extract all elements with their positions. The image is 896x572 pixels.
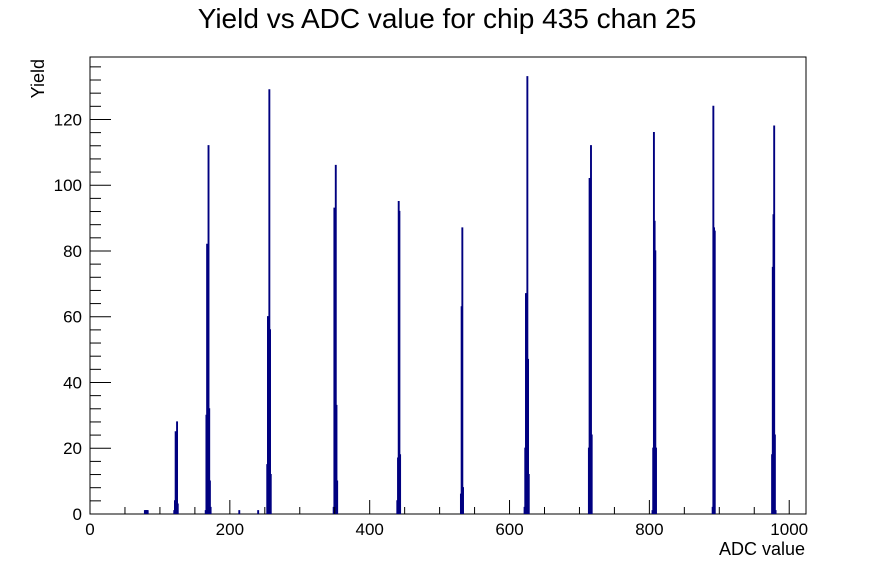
histogram-bin xyxy=(209,506,212,514)
histogram-bin xyxy=(399,454,402,514)
histogram-bin xyxy=(176,503,179,514)
histogram-bin xyxy=(462,487,464,514)
histogram-bin xyxy=(268,89,271,514)
x-tick-label: 400 xyxy=(356,520,384,539)
histogram-bin xyxy=(398,210,401,514)
histogram-bin xyxy=(655,447,657,514)
histogram-bin xyxy=(269,329,271,514)
y-tick-label: 20 xyxy=(63,439,82,458)
histogram-bin xyxy=(336,480,339,514)
x-tick-label: 800 xyxy=(635,520,663,539)
histogram-bin xyxy=(334,164,337,514)
histogram-bin xyxy=(208,480,211,514)
x-tick-label: 600 xyxy=(495,520,523,539)
y-tick-label: 80 xyxy=(63,242,82,261)
histogram-bin xyxy=(773,125,776,514)
x-tick-label: 0 xyxy=(85,520,94,539)
x-tick-label: 200 xyxy=(216,520,244,539)
chart-title: Yield vs ADC value for chip 435 chan 25 xyxy=(198,3,697,34)
y-axis-label: Yield xyxy=(28,59,48,98)
histogram-bin xyxy=(654,250,657,514)
y-tick-label: 100 xyxy=(54,176,82,195)
y-tick-label: 0 xyxy=(73,505,82,524)
histogram-bin xyxy=(527,473,530,514)
histogram-bin xyxy=(713,230,716,514)
histogram-bin xyxy=(207,145,210,514)
histogram-bin xyxy=(176,421,179,514)
histogram-bin xyxy=(269,473,272,514)
y-tick-label: 60 xyxy=(63,308,82,327)
histogram-bin xyxy=(335,404,338,514)
histogram-bin xyxy=(526,76,529,514)
x-tick-label: 1000 xyxy=(770,520,808,539)
y-tick-label: 40 xyxy=(63,373,82,392)
histogram-bin xyxy=(773,434,776,514)
histogram-series xyxy=(143,76,777,514)
histogram-bin xyxy=(774,510,777,514)
histogram-bin xyxy=(238,510,241,514)
histogram-bin xyxy=(208,408,211,514)
histogram-bin xyxy=(146,510,149,514)
histogram-bin xyxy=(590,145,592,514)
y-axis: 0 20 40 60 80 100 120 xyxy=(54,66,111,524)
histogram-bin xyxy=(590,434,593,514)
x-axis-label: ADC value xyxy=(719,539,805,559)
plot-frame xyxy=(89,56,807,515)
x-axis: 0 200 400 600 800 1000 xyxy=(85,500,808,539)
histogram-bin xyxy=(527,358,530,514)
histogram-bin xyxy=(257,510,260,514)
histogram-bin xyxy=(461,227,464,514)
y-tick-label: 120 xyxy=(54,110,82,129)
